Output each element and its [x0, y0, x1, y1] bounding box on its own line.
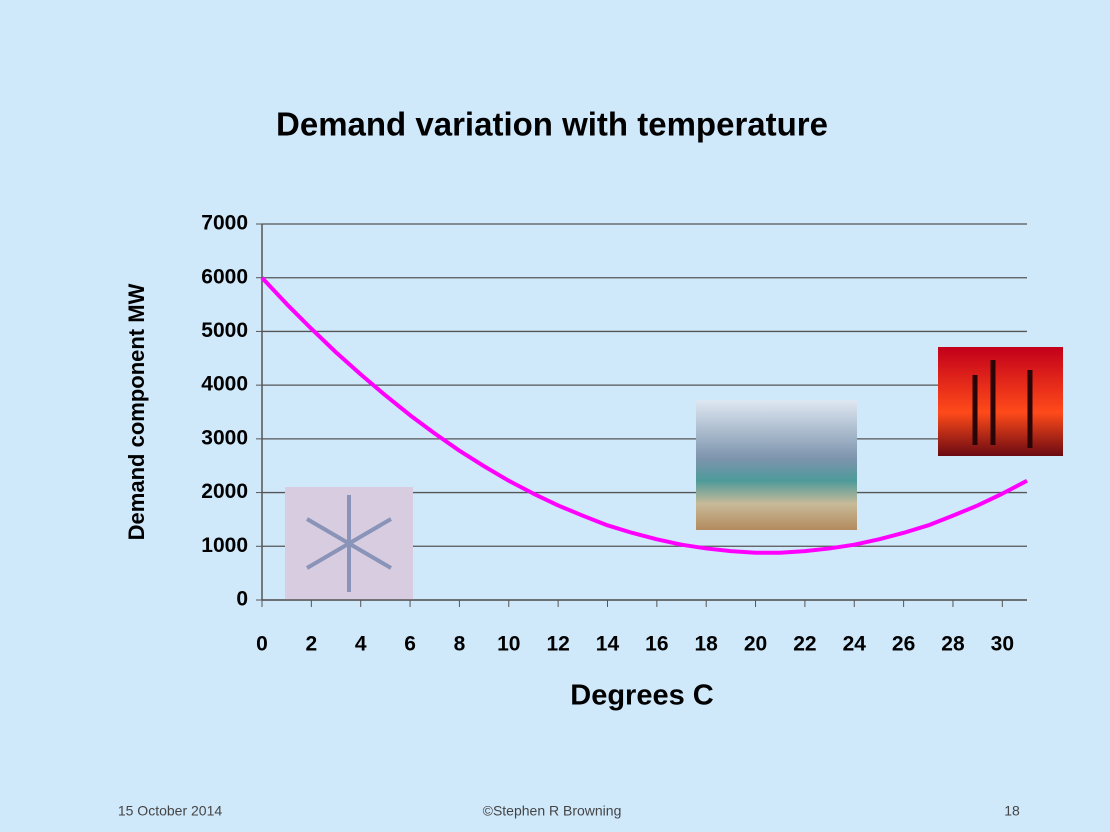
- y-tick-label: 2000: [201, 480, 248, 503]
- x-tick-label: 22: [793, 633, 816, 656]
- beach-picture: [696, 400, 857, 530]
- footer-page: 18: [1004, 803, 1020, 819]
- desert-picture: [938, 347, 1063, 456]
- y-tick-label: 1000: [201, 534, 248, 557]
- y-tick-label: 7000: [201, 212, 248, 235]
- x-tick-label: 20: [744, 633, 767, 656]
- x-tick-label: 16: [645, 633, 668, 656]
- x-tick-label: 26: [892, 633, 915, 656]
- x-tick-label: 30: [991, 633, 1014, 656]
- y-tick-label: 5000: [201, 319, 248, 342]
- x-tick-label: 6: [404, 633, 416, 656]
- x-tick-label: 14: [596, 633, 620, 656]
- y-tick-label: 4000: [201, 373, 248, 396]
- x-tick-label: 2: [306, 633, 318, 656]
- y-axis-label: Demand component MW: [124, 283, 149, 540]
- chart-title: Demand variation with temperature: [276, 106, 828, 143]
- x-axis-label: Degrees C: [570, 680, 714, 712]
- x-tick-label: 4: [355, 633, 367, 656]
- x-tick-label: 8: [454, 633, 466, 656]
- x-tick-label: 10: [497, 633, 520, 656]
- footer-date: 15 October 2014: [118, 803, 223, 819]
- x-tick-label: 28: [941, 633, 965, 656]
- x-tick-label: 0: [256, 633, 268, 656]
- footer-author: ©Stephen R Browning: [483, 803, 622, 819]
- y-tick-label: 0: [236, 588, 248, 611]
- y-tick-label: 6000: [201, 265, 248, 288]
- x-tick-label: 24: [843, 633, 867, 656]
- y-tick-label: 3000: [201, 426, 248, 449]
- x-tick-label: 12: [546, 633, 569, 656]
- x-tick-label: 18: [695, 633, 719, 656]
- slide: Demand variation with temperature Demand…: [0, 0, 1110, 832]
- page: Demand variation with temperature Demand…: [0, 0, 1110, 832]
